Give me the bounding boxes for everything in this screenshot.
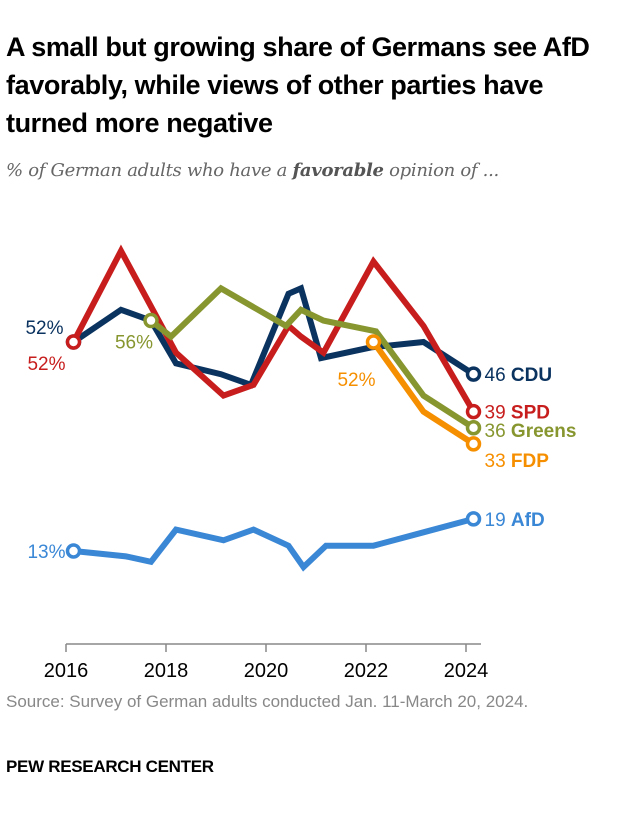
series-name-greens: Greens	[511, 421, 576, 442]
end-label-greens: 36 Greens	[485, 421, 577, 442]
start-label-spd: 52%	[27, 354, 65, 375]
end-marker-greens	[465, 420, 482, 436]
start-marker-greens	[143, 312, 159, 329]
series-name-fdp: FDP	[511, 451, 549, 472]
series-line-greens	[149, 284, 476, 431]
subtitle-text-end: opinion of ...	[383, 160, 499, 181]
end-label-afd: 19 AfD	[485, 510, 545, 531]
organization-logo-text: PEW RESEARCH CENTER	[6, 757, 214, 776]
end-value-fdp: 33	[485, 451, 511, 472]
start-label-fdp: 52%	[337, 370, 375, 391]
end-value-greens: 36	[485, 421, 511, 442]
source-note: Source: Survey of German adults conducte…	[6, 692, 529, 711]
x-tick-label-2022: 2022	[344, 660, 389, 682]
series-name-afd: AfD	[511, 510, 545, 531]
start-marker-fdp	[365, 334, 382, 350]
end-label-fdp: 33 FDP	[485, 451, 550, 472]
subtitle-text: % of German adults who have a	[6, 160, 293, 181]
x-tick-label-2016: 2016	[44, 660, 89, 682]
x-tick-label-2020: 2020	[244, 660, 289, 682]
start-label-greens: 56%	[115, 333, 153, 354]
x-tick-label-2024: 2024	[444, 660, 489, 682]
end-marker-fdp	[465, 436, 482, 452]
end-marker-spd	[465, 403, 482, 420]
end-label-spd: 39 SPD	[485, 403, 551, 424]
subtitle-emphasis: favorable	[292, 160, 384, 181]
start-marker-spd	[65, 334, 82, 350]
series-line-fdp	[371, 340, 476, 447]
end-label-cdu: 46 CDU	[485, 365, 553, 386]
series-name-spd: SPD	[511, 403, 550, 424]
chart-title: A small but growing share of Germans see…	[6, 32, 590, 138]
end-marker-afd	[465, 511, 482, 527]
series-line-afd	[73, 516, 475, 572]
end-marker-cdu	[465, 366, 482, 382]
end-value-cdu: 46	[485, 365, 511, 386]
start-label-afd: 13%	[27, 542, 65, 563]
x-tick-label-2018: 2018	[144, 660, 189, 682]
line-chart: 2016 2018 2020 2022 2024 13% 19 AfD 52% 46 CDU 52…	[25, 244, 577, 682]
series-name-cdu: CDU	[511, 365, 552, 386]
end-value-afd: 19	[485, 510, 511, 531]
start-label-cdu: 52%	[25, 318, 63, 339]
chart-subtitle: % of German adults who have a favorable …	[6, 160, 499, 181]
start-marker-afd	[65, 543, 82, 559]
end-value-spd: 39	[485, 403, 511, 424]
